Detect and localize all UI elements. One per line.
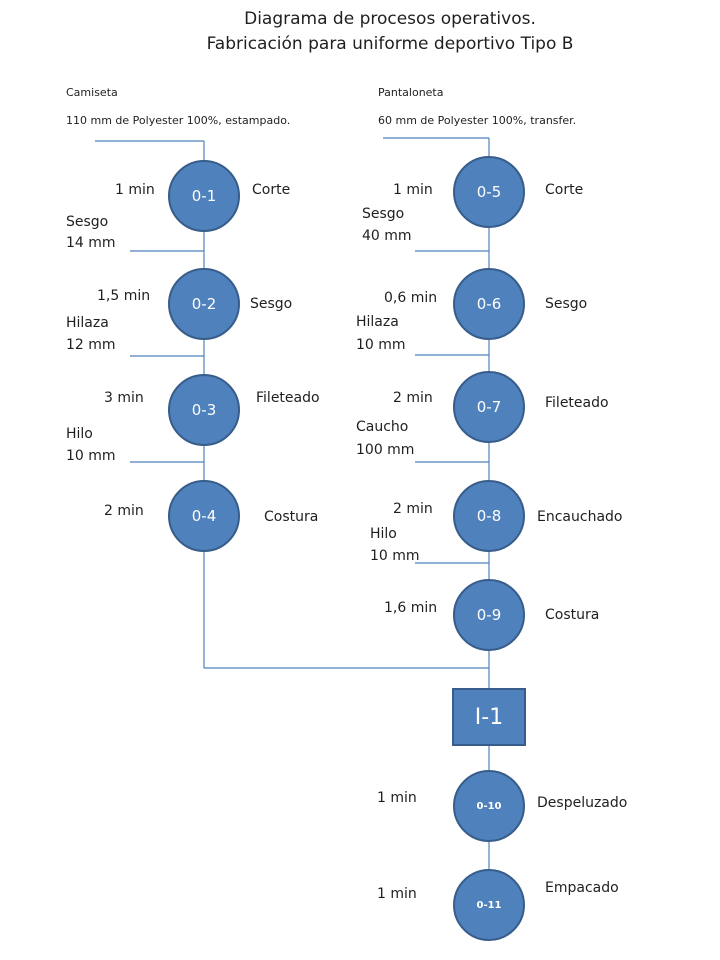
right-product-material: 60 mm de Polyester 100%, transfer. [378,114,577,127]
operation-time-0-3: 3 min [104,390,144,406]
operation-label-0-3: Fileteado [256,390,320,406]
operation-node-0-11: 0-11 [453,869,525,941]
operation-node-0-6: 0-6 [453,268,525,340]
left-product-name: Camiseta [66,86,118,99]
input-qty-hilo-left: 10 mm [66,448,116,464]
operation-time-0-6: 0,6 min [384,290,438,306]
operation-node-0-2: 0-2 [168,268,240,340]
input-qty-hilaza-left: 12 mm [66,337,116,353]
operation-time-0-5: 1 min [393,182,433,198]
operation-node-0-7: 0-7 [453,371,525,443]
right-product-name: Pantaloneta [378,86,444,99]
operation-label-0-2: Sesgo [250,296,293,312]
input-qty-hilaza-right: 10 mm [356,337,406,353]
operation-time-0-10: 1 min [377,790,417,806]
operation-node-0-10: 0-10 [453,770,525,842]
input-name-hilaza-left: Hilaza [66,315,109,331]
operation-time-0-9: 1,6 min [384,600,438,616]
operation-time-0-8: 2 min [393,501,433,517]
operation-time-0-7: 2 min [393,390,433,406]
operation-label-0-9: Costura [545,607,600,623]
operation-time-0-4: 2 min [104,503,144,519]
operation-time-0-11: 1 min [377,886,417,902]
input-name-hilo-left: Hilo [66,426,93,442]
diagram-title-line2: Fabricación para uniforme deportivo Tipo… [206,34,574,54]
operation-label-0-5: Corte [545,182,584,198]
input-name-caucho-right: Caucho [356,419,409,435]
operation-label-0-4: Costura [264,509,319,525]
input-name-sesgo-left: Sesgo [66,214,109,230]
operation-label-0-6: Sesgo [545,296,588,312]
input-qty-sesgo-right: 40 mm [362,228,412,244]
input-qty-hilo-right: 10 mm [370,548,420,564]
operation-label-0-10: Despeluzado [537,795,628,811]
operation-node-0-1: 0-1 [168,160,240,232]
left-product-material: 110 mm de Polyester 100%, estampado. [66,114,291,127]
operation-node-0-4: 0-4 [168,480,240,552]
operation-label-0-7: Fileteado [545,395,609,411]
input-name-hilaza-right: Hilaza [356,314,399,330]
operation-node-0-3: 0-3 [168,374,240,446]
operation-time-0-1: 1 min [115,182,155,198]
input-qty-caucho-right: 100 mm [356,442,415,458]
input-qty-sesgo-left: 14 mm [66,235,116,251]
operation-time-0-2: 1,5 min [97,288,151,304]
input-name-sesgo-right: Sesgo [362,206,405,222]
diagram-title-line1: Diagrama de procesos operativos. [244,9,536,29]
operation-node-0-5: 0-5 [453,156,525,228]
operation-label-0-11: Empacado [545,880,619,896]
operation-node-0-8: 0-8 [453,480,525,552]
operation-label-0-1: Corte [252,182,291,198]
input-name-hilo-right: Hilo [370,526,397,542]
inspection-node-i-1: I-1 [452,688,526,746]
operation-node-0-9: 0-9 [453,579,525,651]
operation-label-0-8: Encauchado [537,509,623,525]
